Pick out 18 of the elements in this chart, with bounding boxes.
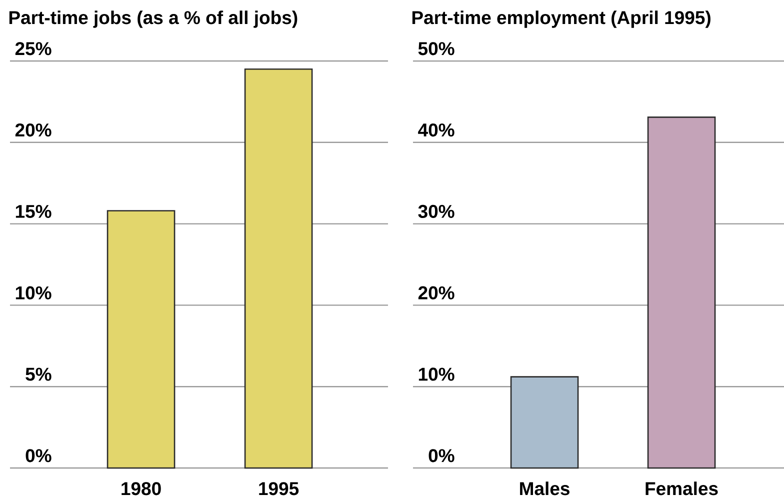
chart-title: Part-time employment (April 1995) (412, 10, 710, 28)
y-tick-label: 25% (15, 42, 52, 56)
chart-title: Part-time jobs (as a % of all jobs) (9, 10, 298, 28)
x-tick-label: Males (520, 482, 570, 496)
y-tick-label: 0% (428, 449, 454, 462)
x-tick-label: 1980 (122, 482, 161, 496)
y-tick-label: 0% (26, 449, 52, 462)
y-tick-label: 5% (26, 368, 52, 381)
y-tick-label: 50% (418, 42, 454, 56)
y-tick-label: 20% (15, 123, 52, 137)
y-tick-label: 20% (418, 286, 454, 300)
y-tick-label: 10% (16, 286, 52, 300)
y-tick-label: 40% (418, 123, 454, 137)
y-tick-label: 15% (16, 204, 52, 218)
x-tick-label: 1995 (259, 482, 299, 496)
y-tick-label: 10% (418, 368, 454, 381)
y-tick-label: 30% (418, 204, 454, 218)
x-tick-label: Females (646, 482, 718, 496)
